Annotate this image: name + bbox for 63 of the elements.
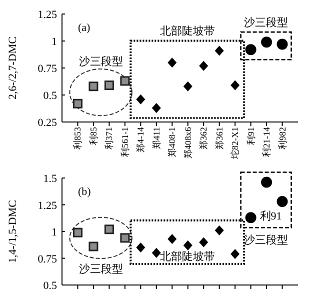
point	[168, 234, 177, 244]
annotation: 北部陡坡带	[160, 250, 215, 263]
point	[245, 44, 256, 56]
annotation: 沙三段型	[244, 16, 288, 30]
point	[276, 196, 288, 208]
point	[152, 248, 161, 258]
y-tick-label: 1.5	[43, 173, 58, 185]
y-tick-label: 0.5	[43, 280, 58, 292]
text: (a)	[78, 22, 91, 34]
point	[104, 224, 114, 234]
y-tick-label: 1.25	[38, 200, 58, 212]
x-tick-label: 郑408x6	[182, 126, 193, 158]
x-tick-label: 利91	[246, 127, 256, 145]
point	[72, 228, 82, 238]
point	[199, 237, 208, 248]
y-tick-label: 1.25	[38, 9, 58, 21]
x-tick-label: 利21-14	[262, 126, 272, 157]
annotation: 沙三段型	[78, 54, 123, 68]
point	[120, 76, 130, 86]
x-tick-label: 利982	[277, 127, 288, 150]
text: (b)	[78, 186, 92, 198]
point	[88, 82, 98, 92]
point	[120, 233, 130, 243]
point	[136, 94, 146, 104]
annotation: 北部陡坡带	[160, 24, 215, 38]
y-axis-title: 2,6-/2,7-DMC	[7, 36, 19, 100]
point	[88, 242, 98, 252]
y-tick-label: 1	[52, 226, 57, 238]
point	[72, 98, 82, 108]
x-tick-label: 利85	[88, 126, 98, 145]
y-tick-label: 1	[52, 36, 57, 48]
x-tick-label: 郑408-1	[167, 127, 178, 157]
point	[183, 81, 192, 92]
x-tick-label: 坨82-X1	[230, 127, 240, 160]
x-tick-label: 利853	[72, 126, 83, 150]
x-tick-label: 郑411	[151, 127, 162, 150]
x-tick-label: 利561-1	[120, 127, 130, 157]
point	[245, 212, 256, 224]
y-tick-label: 0.25	[38, 117, 58, 129]
point	[168, 58, 177, 68]
point	[214, 225, 224, 236]
point	[214, 46, 224, 56]
y-tick-label: 0.5	[43, 90, 58, 102]
annotation: 沙三段型	[244, 234, 288, 247]
x-tick-label: 郑4-14	[136, 126, 146, 152]
point	[276, 38, 288, 50]
point	[199, 60, 208, 71]
annotation: 利91	[260, 210, 282, 223]
x-tick-label: 郑362	[198, 127, 209, 150]
point	[136, 242, 146, 253]
point	[230, 80, 240, 90]
x-tick-label: 利371	[104, 127, 114, 150]
y-tick-label: 0.75	[38, 253, 58, 266]
y-axis-title: 1,4-/1,5-DMC	[7, 200, 19, 263]
x-tick-label: 郑361	[214, 127, 224, 150]
point	[104, 80, 114, 90]
point	[261, 36, 272, 48]
y-tick-label: 0.75	[38, 63, 58, 75]
point	[261, 176, 272, 188]
point	[183, 240, 192, 250]
point	[230, 248, 240, 259]
annotation: 沙三段型	[78, 262, 123, 276]
point	[152, 102, 161, 113]
